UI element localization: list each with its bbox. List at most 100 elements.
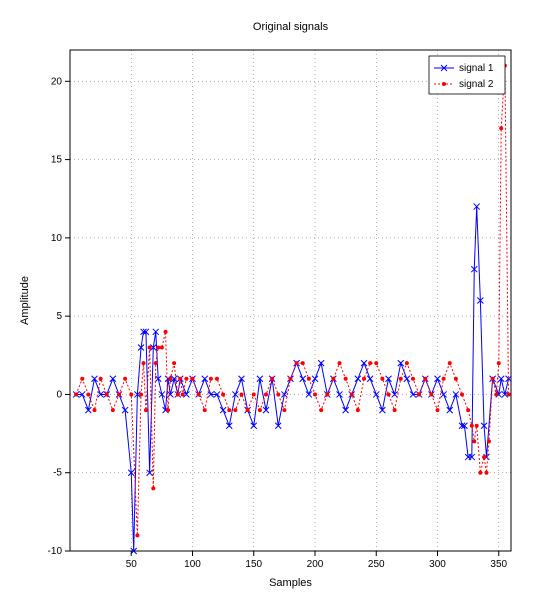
marker-dot: [123, 377, 127, 381]
tick-label-y: -5: [53, 468, 62, 479]
marker-dot: [387, 392, 391, 396]
marker-dot: [470, 424, 474, 428]
marker-dot: [289, 377, 293, 381]
marker-dot: [325, 392, 329, 396]
marker-dot: [497, 361, 501, 365]
marker-dot: [166, 408, 170, 412]
legend-label: signal 1: [459, 63, 494, 74]
marker-dot: [466, 408, 470, 412]
marker-dot: [270, 377, 274, 381]
marker-dot: [380, 377, 384, 381]
tick-label-y: 5: [56, 311, 62, 322]
marker-dot: [117, 392, 121, 396]
tick-label-y: 0: [56, 389, 62, 400]
marker-dot: [191, 377, 195, 381]
chart-container: 50 100 150 200 250 300 350 -10 -5 0 5 10 15 20 Origina…: [10, 10, 531, 596]
chart-svg: 50 100 150 200 250 300 350 -10 -5 0 5 10 15 20 Origina…: [10, 10, 531, 596]
tick-label-x: 250: [368, 559, 385, 570]
marker-dot: [448, 361, 452, 365]
marker-dot: [252, 392, 256, 396]
marker-dot: [176, 392, 180, 396]
marker-dot: [197, 392, 201, 396]
marker-dot: [144, 408, 148, 412]
marker-dot: [142, 361, 146, 365]
marker-dot: [295, 361, 299, 365]
marker-dot: [93, 408, 97, 412]
marker-dot: [368, 361, 372, 365]
x-axis-label: Samples: [269, 577, 312, 589]
marker-dot: [258, 408, 262, 412]
marker-dot: [362, 377, 366, 381]
marker-dot: [276, 392, 280, 396]
marker-dot: [156, 345, 160, 349]
tick-label-x: 50: [126, 559, 138, 570]
marker-dot: [111, 408, 115, 412]
marker-dot: [154, 361, 158, 365]
marker-dot: [178, 377, 182, 381]
marker-dot: [301, 361, 305, 365]
marker-dot: [399, 377, 403, 381]
tick-label-x: 350: [490, 559, 507, 570]
marker-dot: [168, 377, 172, 381]
marker-dot: [478, 471, 482, 475]
marker-dot: [491, 377, 495, 381]
marker-dot: [160, 345, 164, 349]
marker-dot: [411, 377, 415, 381]
marker-dot: [475, 424, 479, 428]
marker-dot: [80, 377, 84, 381]
marker-dot: [233, 408, 237, 412]
marker-dot: [393, 408, 397, 412]
marker-dot: [86, 392, 90, 396]
marker-dot: [423, 377, 427, 381]
y-axis-label: Amplitude: [19, 276, 31, 325]
marker-dot: [319, 408, 323, 412]
tick-label-y: 10: [51, 233, 63, 244]
marker-dot: [482, 455, 486, 459]
marker-dot: [436, 408, 440, 412]
marker-dot: [139, 392, 143, 396]
tick-label-x: 150: [245, 559, 262, 570]
marker-dot: [460, 392, 464, 396]
tick-label-x: 100: [184, 559, 201, 570]
marker-dot: [264, 392, 268, 396]
marker-dot: [350, 392, 354, 396]
marker-dot: [221, 392, 225, 396]
marker-dot: [344, 377, 348, 381]
marker-dot: [184, 377, 188, 381]
marker-dot: [331, 377, 335, 381]
marker-dot: [105, 392, 109, 396]
marker-dot: [405, 361, 409, 365]
marker-dot: [442, 377, 446, 381]
marker-dot: [240, 392, 244, 396]
marker-dot: [164, 330, 168, 334]
marker-dot: [507, 392, 511, 396]
marker-dot: [307, 377, 311, 381]
marker-dot: [203, 408, 207, 412]
tick-label-y: 15: [51, 155, 63, 166]
marker-dot: [417, 392, 421, 396]
marker-dot: [494, 392, 498, 396]
tick-label-y: 20: [51, 76, 63, 87]
marker-dot: [246, 408, 250, 412]
marker-dot: [338, 361, 342, 365]
marker-dot: [429, 392, 433, 396]
marker-dot: [487, 439, 491, 443]
marker-dot: [454, 377, 458, 381]
marker-dot: [499, 126, 503, 130]
marker-dot: [472, 439, 476, 443]
tick-label-x: 200: [307, 559, 324, 570]
marker-dot: [374, 361, 378, 365]
marker-dot: [485, 471, 489, 475]
marker-dot: [227, 408, 231, 412]
tick-label-x: 300: [429, 559, 446, 570]
marker-dot: [129, 392, 133, 396]
marker-dot: [148, 345, 152, 349]
plot-area: [70, 50, 511, 551]
tick-label-y: -10: [48, 546, 63, 557]
chart-title: Original signals: [253, 21, 329, 33]
marker-dot: [99, 377, 103, 381]
marker-dot: [74, 392, 78, 396]
legend-label: signal 2: [459, 79, 494, 90]
marker-dot: [172, 361, 176, 365]
marker-dot: [151, 486, 155, 490]
